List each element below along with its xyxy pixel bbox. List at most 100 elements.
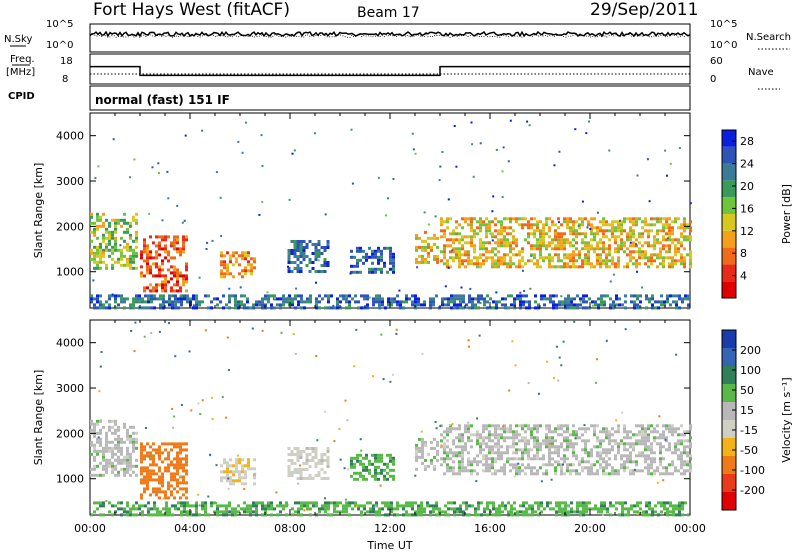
data-cell [680, 439, 683, 443]
data-cell [164, 469, 167, 473]
data-cell [507, 510, 510, 514]
data-cell [152, 289, 155, 293]
data-cell [146, 250, 149, 254]
data-cell [458, 466, 461, 470]
data-cell [536, 427, 539, 431]
data-cell [683, 460, 686, 464]
data-cell [470, 463, 473, 467]
data-cell [152, 469, 155, 473]
data-cell [168, 303, 171, 307]
x-axis-label: Time UT [366, 539, 412, 552]
data-cell [530, 217, 533, 221]
data-cell [170, 256, 173, 260]
data-cell [539, 232, 542, 236]
data-cell [666, 237, 669, 240]
data-cell [545, 220, 548, 224]
data-cell [533, 436, 536, 440]
colorbar-tick-label: 4 [740, 270, 747, 283]
data-cell [479, 238, 482, 242]
data-cell [173, 463, 176, 467]
data-cell [494, 427, 497, 431]
data-cell [366, 297, 369, 301]
data-cell [421, 452, 424, 456]
data-cell [99, 242, 102, 246]
data-cell [491, 460, 494, 464]
data-cell [333, 440, 336, 442]
data-cell [573, 510, 576, 514]
data-cell [551, 445, 554, 449]
data-cell [455, 472, 458, 476]
data-cell [216, 513, 219, 517]
data-cell [314, 447, 318, 450]
data-cell [443, 442, 446, 446]
data-cell [539, 253, 542, 257]
data-cell [467, 250, 470, 254]
data-cell [525, 300, 528, 304]
data-cell [462, 306, 465, 310]
data-cell [357, 300, 360, 304]
data-cell [534, 306, 537, 310]
data-cell [167, 253, 170, 257]
data-cell [414, 294, 417, 298]
data-cell [459, 510, 462, 514]
data-cell [545, 463, 548, 467]
data-cell [638, 241, 641, 245]
data-cell [149, 469, 152, 473]
data-cell [184, 134, 187, 137]
data-cell [527, 232, 530, 236]
data-cell [575, 241, 578, 245]
data-cell [543, 294, 546, 298]
data-cell [111, 248, 114, 252]
data-cell [671, 265, 674, 269]
data-cell [314, 255, 318, 258]
data-cell [323, 453, 327, 456]
data-cell [168, 507, 171, 511]
data-cell [689, 424, 692, 428]
data-cell [276, 504, 279, 508]
data-cell [468, 297, 471, 301]
data-cell [297, 507, 300, 511]
data-cell [461, 247, 464, 251]
data-cell [476, 417, 479, 420]
data-cell [344, 399, 347, 402]
data-cell [647, 436, 650, 440]
data-cell [299, 246, 303, 249]
data-cell [123, 254, 126, 258]
data-cell [126, 437, 129, 441]
data-cell [427, 251, 430, 255]
data-cell [418, 254, 421, 258]
data-cell [399, 504, 402, 508]
data-cell [126, 242, 129, 246]
data-cell [500, 433, 503, 437]
data-cell [144, 300, 147, 304]
data-cell [324, 504, 327, 508]
data-cell [644, 433, 647, 437]
data-cell [99, 443, 102, 447]
data-cell [555, 345, 558, 348]
data-cell [554, 469, 557, 473]
data-cell [161, 286, 164, 290]
data-cell [512, 442, 515, 446]
data-cell [573, 303, 576, 307]
data-cell [144, 504, 147, 508]
y-tick-label: 4000 [56, 130, 84, 143]
data-cell [213, 297, 216, 301]
data-cell [421, 248, 424, 252]
data-cell [491, 457, 494, 461]
data-cell [488, 463, 491, 467]
data-cell [120, 440, 123, 444]
data-cell [611, 220, 614, 224]
data-cell [462, 513, 465, 517]
data-cell [564, 297, 567, 301]
data-cell [560, 238, 563, 242]
data-cell [229, 272, 232, 276]
data-cell [231, 507, 234, 511]
data-cell [90, 248, 93, 252]
data-cell [455, 256, 458, 260]
data-cell [653, 457, 656, 461]
data-cell [452, 259, 455, 263]
data-cell [623, 469, 626, 473]
data-cell [458, 433, 461, 437]
data-cell [536, 448, 539, 452]
data-cell [330, 306, 333, 310]
